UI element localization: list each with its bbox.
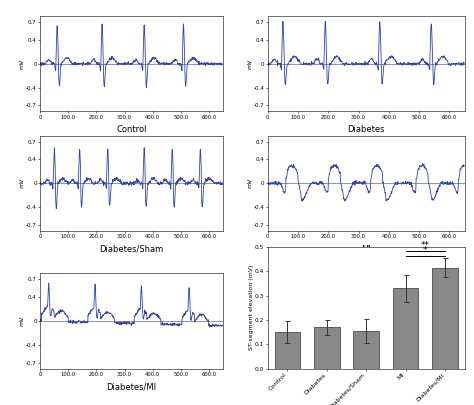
- X-axis label: Control: Control: [116, 126, 147, 134]
- Bar: [354, 331, 379, 369]
- Y-axis label: mV: mV: [20, 178, 25, 188]
- Bar: [432, 268, 457, 369]
- Y-axis label: ST-segment elevation (mV): ST-segment elevation (mV): [248, 265, 254, 350]
- Bar: [314, 327, 339, 369]
- Bar: [393, 288, 418, 369]
- Y-axis label: mV: mV: [20, 316, 25, 326]
- Y-axis label: mV: mV: [20, 59, 25, 69]
- X-axis label: Diabetes/Sham: Diabetes/Sham: [100, 245, 164, 254]
- X-axis label: Diabetes: Diabetes: [347, 126, 385, 134]
- Text: *: *: [423, 245, 428, 255]
- Y-axis label: mV: mV: [247, 59, 252, 69]
- Bar: [275, 332, 300, 369]
- X-axis label: MI: MI: [361, 245, 371, 254]
- Y-axis label: mV: mV: [247, 178, 252, 188]
- X-axis label: Diabetes/MI: Diabetes/MI: [107, 383, 156, 392]
- Text: **: **: [421, 241, 429, 250]
